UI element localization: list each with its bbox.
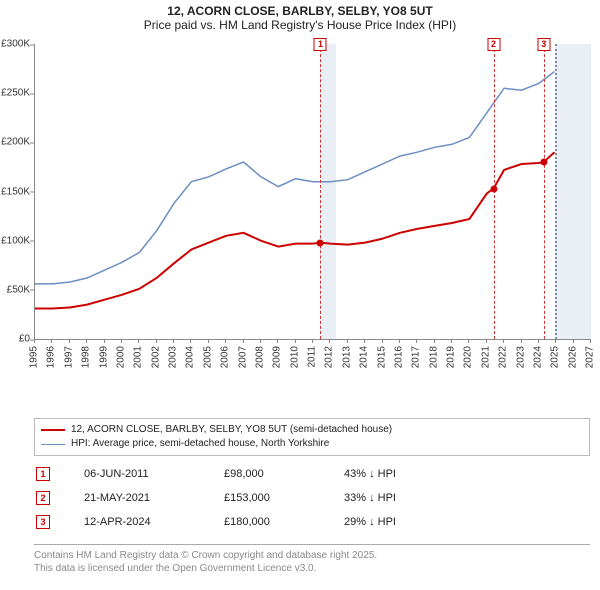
x-axis-tick: 2002	[150, 342, 162, 387]
marker-diff: 29% ↓ HPI	[344, 516, 590, 528]
legend-item-hpi: HPI: Average price, semi-detached house,…	[41, 437, 583, 451]
x-axis-tick: 2001	[132, 342, 144, 387]
marker-row: 3 12-APR-2024 £180,000 29% ↓ HPI	[34, 510, 590, 534]
event-point	[317, 239, 324, 246]
y-axis-tick: £300K	[0, 39, 30, 50]
y-axis-tick: £200K	[0, 137, 30, 148]
legend: 12, ACORN CLOSE, BARLBY, SELBY, YO8 5UT …	[34, 418, 590, 456]
x-axis-tick: 2012	[323, 342, 335, 387]
y-axis-tick: £150K	[0, 186, 30, 197]
event-vline	[544, 44, 545, 339]
legend-label-hpi: HPI: Average price, semi-detached house,…	[71, 437, 329, 451]
event-marker-box: 3	[537, 38, 550, 51]
x-axis-tick: 1996	[45, 342, 57, 387]
x-axis-tick: 2010	[289, 342, 301, 387]
x-axis-tick: 2015	[376, 342, 388, 387]
marker-badge: 2	[36, 491, 50, 505]
x-axis-tick: 2027	[584, 342, 596, 387]
x-axis-tick: 2003	[167, 342, 179, 387]
footer-note: Contains HM Land Registry data © Crown c…	[34, 544, 590, 575]
x-axis-tick: 2016	[393, 342, 405, 387]
x-axis-tick: 2017	[410, 342, 422, 387]
x-axis-tick: 2023	[515, 342, 527, 387]
event-marker-box: 1	[314, 38, 327, 51]
marker-table: 1 06-JUN-2011 £98,000 43% ↓ HPI 2 21-MAY…	[34, 462, 590, 534]
footer-line1: Contains HM Land Registry data © Crown c…	[34, 549, 590, 562]
x-axis-tick: 1999	[98, 342, 110, 387]
marker-price: £180,000	[224, 516, 344, 528]
series-line-price_paid	[35, 152, 555, 308]
x-axis-tick: 2025	[549, 342, 561, 387]
marker-diff: 43% ↓ HPI	[344, 468, 590, 480]
chart-area: £0£50K£100K£150K£200K£250K£300K 123 1995…	[34, 44, 590, 374]
marker-date: 21-MAY-2021	[84, 492, 224, 504]
x-axis-tick: 2006	[219, 342, 231, 387]
x-axis-tick: 2022	[497, 342, 509, 387]
x-axis-tick: 2014	[358, 342, 370, 387]
x-axis-tick: 2008	[254, 342, 266, 387]
y-axis-tick: £250K	[0, 88, 30, 99]
event-marker-box: 2	[487, 38, 500, 51]
y-axis-tick: £50K	[0, 284, 30, 295]
chart-title: 12, ACORN CLOSE, BARLBY, SELBY, YO8 5UT …	[0, 0, 600, 32]
x-axis-tick: 2018	[428, 342, 440, 387]
x-axis-tick: 2007	[237, 342, 249, 387]
event-vline	[320, 44, 321, 339]
y-axis-tick: £100K	[0, 235, 30, 246]
x-axis-tick: 2013	[341, 342, 353, 387]
y-axis-tick: £0	[0, 334, 30, 345]
marker-row: 2 21-MAY-2021 £153,000 33% ↓ HPI	[34, 486, 590, 510]
series-line-hpi	[35, 72, 555, 284]
marker-diff: 33% ↓ HPI	[344, 492, 590, 504]
x-axis-tick: 2000	[115, 342, 127, 387]
x-axis-tick: 2021	[480, 342, 492, 387]
legend-item-price-paid: 12, ACORN CLOSE, BARLBY, SELBY, YO8 5UT …	[41, 423, 583, 437]
x-axis-tick: 2009	[271, 342, 283, 387]
x-axis-tick: 2019	[445, 342, 457, 387]
marker-badge: 3	[36, 515, 50, 529]
title-line2: Price paid vs. HM Land Registry's House …	[0, 18, 600, 32]
marker-price: £98,000	[224, 468, 344, 480]
footer-line2: This data is licensed under the Open Gov…	[34, 562, 590, 575]
legend-swatch-hpi	[41, 444, 65, 445]
legend-swatch-price-paid	[41, 429, 65, 431]
marker-row: 1 06-JUN-2011 £98,000 43% ↓ HPI	[34, 462, 590, 486]
event-point	[540, 159, 547, 166]
x-axis-tick: 1997	[63, 342, 75, 387]
x-axis-tick: 2026	[567, 342, 579, 387]
legend-label-price-paid: 12, ACORN CLOSE, BARLBY, SELBY, YO8 5UT …	[71, 423, 392, 437]
x-axis-tick: 2024	[532, 342, 544, 387]
title-line1: 12, ACORN CLOSE, BARLBY, SELBY, YO8 5UT	[0, 4, 600, 18]
x-axis-tick: 2005	[202, 342, 214, 387]
x-axis-tick: 2004	[184, 342, 196, 387]
event-point	[490, 185, 497, 192]
x-axis-tick: 1998	[80, 342, 92, 387]
marker-date: 06-JUN-2011	[84, 468, 224, 480]
last-data-vline	[555, 44, 557, 339]
x-axis-tick: 2020	[462, 342, 474, 387]
marker-price: £153,000	[224, 492, 344, 504]
marker-badge: 1	[36, 467, 50, 481]
chart-plot: 123	[34, 44, 591, 340]
x-axis-tick: 1995	[28, 342, 40, 387]
x-axis-tick: 2011	[306, 342, 318, 387]
marker-date: 12-APR-2024	[84, 516, 224, 528]
